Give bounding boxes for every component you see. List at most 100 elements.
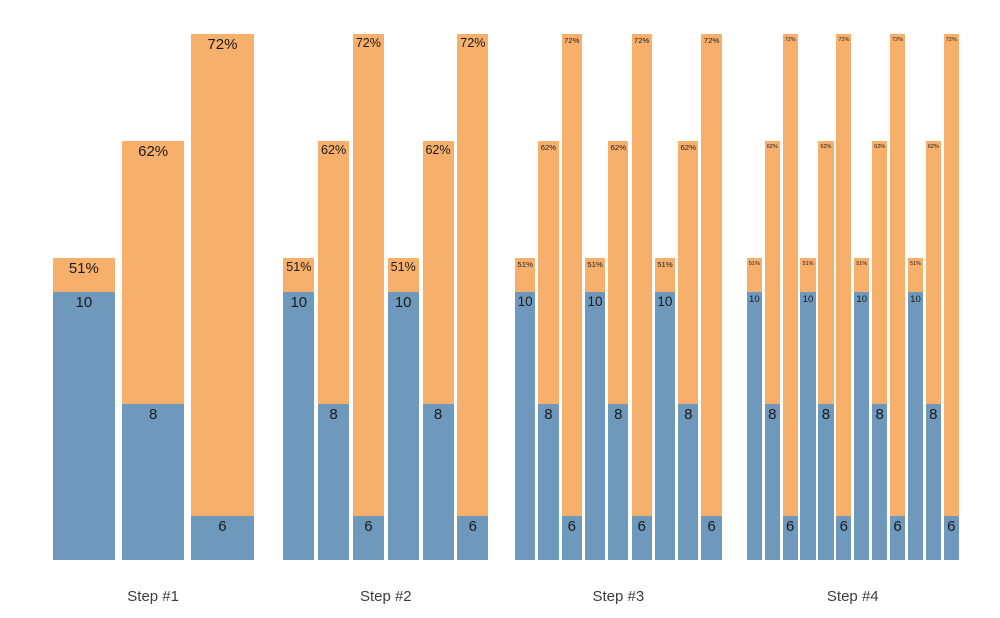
bar-bottom-segment xyxy=(764,404,780,560)
bar-bottom-segment xyxy=(318,404,350,560)
bar-percent-label: 51% xyxy=(657,261,673,269)
bar-count-label: 6 xyxy=(468,519,477,535)
bar-percent-label: 72% xyxy=(207,37,238,53)
bar-top-segment xyxy=(654,258,676,292)
facet-label: Step #3 xyxy=(592,588,645,605)
bar-bottom-segment xyxy=(538,404,559,560)
bar-bottom-segment xyxy=(943,516,959,560)
bar-bottom-segment xyxy=(422,404,454,560)
bar-count-label: 10 xyxy=(587,295,603,309)
bar-percent-label: 62% xyxy=(138,143,169,160)
bar-percent-label: 62% xyxy=(874,143,886,150)
bar-top-segment xyxy=(52,258,115,292)
bar-top-segment xyxy=(352,34,384,516)
bar-percent-label: 62% xyxy=(540,143,557,152)
bar-bottom-segment xyxy=(889,516,906,560)
bar-bottom-segment xyxy=(701,516,722,560)
bar-bottom-segment xyxy=(800,292,816,560)
bar-bottom-segment xyxy=(925,404,941,560)
bar-count-label: 8 xyxy=(929,407,938,423)
bar-top-segment xyxy=(515,258,536,292)
bar-top-segment xyxy=(943,34,959,516)
bar-top-segment xyxy=(907,258,924,292)
bar-bottom-segment xyxy=(608,404,629,560)
bar-bottom-segment xyxy=(631,516,652,560)
bar-count-label: 10 xyxy=(802,295,814,305)
bar-count-label: 6 xyxy=(218,519,227,535)
bar-top-segment xyxy=(422,140,454,404)
bar-count-label: 6 xyxy=(707,519,716,535)
facet-label: Step #4 xyxy=(826,588,879,605)
bar-count-label: 6 xyxy=(364,519,373,535)
bar-percent-label: 62% xyxy=(425,143,451,157)
bar-top-segment xyxy=(746,258,762,292)
bar-top-segment xyxy=(457,34,489,516)
bar-bottom-segment xyxy=(746,292,762,560)
bar-percent-label: 72% xyxy=(633,37,650,45)
bar-top-segment xyxy=(872,140,888,404)
facet-label: Step #2 xyxy=(359,588,412,605)
bar-bottom-segment xyxy=(678,404,699,560)
bar-percent-label: 72% xyxy=(355,37,381,50)
bar-count-label: 8 xyxy=(768,407,777,423)
bar-count-label: 8 xyxy=(684,407,693,423)
bar-count-label: 8 xyxy=(148,407,158,423)
bar-percent-label: 72% xyxy=(563,37,580,45)
bar-count-label: 6 xyxy=(893,519,902,535)
bar-bottom-segment xyxy=(872,404,888,560)
bar-count-label: 8 xyxy=(875,407,884,423)
bar-bottom-segment xyxy=(122,404,185,560)
bar-top-segment xyxy=(925,140,941,404)
bar-top-segment xyxy=(800,258,816,292)
bar-count-label: 8 xyxy=(433,407,443,423)
bar-percent-label: 51% xyxy=(517,261,533,269)
bar-bottom-segment xyxy=(457,516,489,560)
bar-count-label: 8 xyxy=(614,407,623,423)
bar-percent-label: 62% xyxy=(680,143,696,152)
bar-top-segment xyxy=(678,140,699,404)
bar-top-segment xyxy=(122,140,185,404)
bar-count-label: 10 xyxy=(517,295,533,309)
bar-percent-label: 62% xyxy=(766,143,778,150)
bar-percent-label: 51% xyxy=(68,261,99,277)
bar-top-segment xyxy=(782,34,798,516)
bar-bottom-segment xyxy=(836,516,852,560)
bar-percent-label: 51% xyxy=(909,261,921,267)
bar-top-segment xyxy=(764,140,780,404)
bar-count-label: 6 xyxy=(567,519,576,535)
bar-bottom-segment xyxy=(818,404,834,560)
bar-percent-label: 62% xyxy=(321,143,347,157)
bar-count-label: 6 xyxy=(637,519,646,535)
bar-bottom-segment xyxy=(907,292,924,560)
bar-bottom-segment xyxy=(387,292,419,560)
bar-count-label: 10 xyxy=(749,295,760,305)
bar-count-label: 10 xyxy=(856,295,868,305)
bar-count-label: 10 xyxy=(75,295,93,311)
bar-bottom-segment xyxy=(52,292,115,560)
bar-bottom-segment xyxy=(854,292,870,560)
bar-bottom-segment xyxy=(352,516,384,560)
bar-bottom-segment xyxy=(191,516,254,560)
bar-count-label: 8 xyxy=(821,407,831,423)
bar-count-label: 6 xyxy=(839,519,848,535)
bar-count-label: 10 xyxy=(290,295,308,311)
bar-percent-label: 72% xyxy=(838,37,850,43)
bar-count-label: 6 xyxy=(947,519,956,535)
bar-top-segment xyxy=(818,140,834,404)
bar-bottom-segment xyxy=(654,292,676,560)
facet-label: Step #1 xyxy=(127,588,179,605)
bar-percent-label: 62% xyxy=(927,143,939,150)
bar-percent-label: 72% xyxy=(892,37,904,43)
bar-bottom-segment xyxy=(584,292,606,560)
bar-top-segment xyxy=(191,34,254,516)
bar-top-segment xyxy=(836,34,852,516)
bar-bottom-segment xyxy=(283,292,315,560)
bar-top-segment xyxy=(387,258,419,292)
bar-top-segment xyxy=(889,34,906,516)
bar-percent-label: 51% xyxy=(587,261,603,269)
bar-percent-label: 51% xyxy=(748,261,760,267)
bar-percent-label: 72% xyxy=(460,37,486,50)
bar-top-segment xyxy=(318,140,350,404)
bar-percent-label: 51% xyxy=(286,261,312,274)
